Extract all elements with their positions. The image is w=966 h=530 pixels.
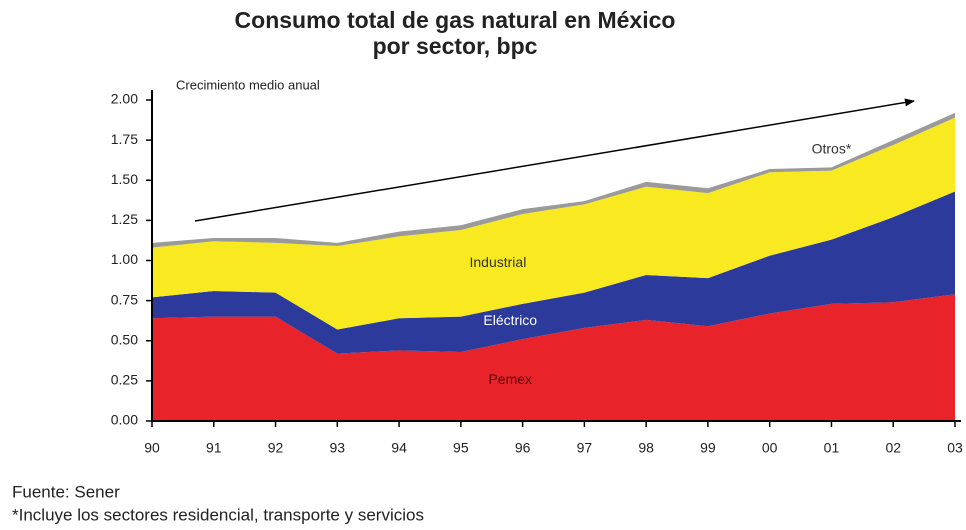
y-tick-label: 2.00 (111, 91, 138, 107)
footnote: *Incluye los sectores residencial, trans… (12, 505, 424, 524)
chart-title: Consumo total de gas natural en México (235, 7, 676, 33)
x-tick-label: 98 (638, 440, 654, 456)
x-tick-label: 95 (453, 440, 469, 456)
annotation: Crecimiento medio anual (176, 77, 320, 92)
series-label: Otros* (812, 140, 852, 156)
y-tick-label: 0.50 (111, 331, 138, 347)
area (152, 294, 955, 421)
x-tick-label: 93 (330, 440, 346, 456)
area (152, 117, 955, 330)
x-tick-label: 02 (885, 440, 901, 456)
area (152, 191, 955, 354)
source: Fuente: Sener (12, 482, 120, 501)
y-tick-label: 1.50 (111, 171, 138, 187)
y-tick-label: 0.75 (111, 291, 138, 307)
x-tick-label: 96 (515, 440, 531, 456)
x-tick-label: 00 (762, 440, 778, 456)
x-tick-label: 91 (206, 440, 222, 456)
series-label: Eléctrico (483, 312, 537, 328)
y-tick-label: 1.75 (111, 131, 138, 147)
x-tick-label: 90 (144, 440, 160, 456)
x-tick-label: 03 (947, 440, 963, 456)
x-tick-label: 92 (268, 440, 284, 456)
x-tick-label: 97 (577, 440, 593, 456)
x-tick-label: 99 (700, 440, 716, 456)
series-label: Pemex (488, 371, 532, 387)
y-tick-label: 0.25 (111, 372, 138, 388)
y-tick-label: 1.25 (111, 211, 138, 227)
series-label: Industrial (470, 254, 527, 270)
chart-subtitle: por sector, bpc (373, 33, 538, 59)
x-tick-label: 94 (391, 440, 407, 456)
trend-arrow (194, 98, 915, 222)
y-tick-label: 1.00 (111, 251, 138, 267)
x-tick-label: 01 (824, 440, 840, 456)
y-tick-label: 0.00 (111, 412, 138, 428)
